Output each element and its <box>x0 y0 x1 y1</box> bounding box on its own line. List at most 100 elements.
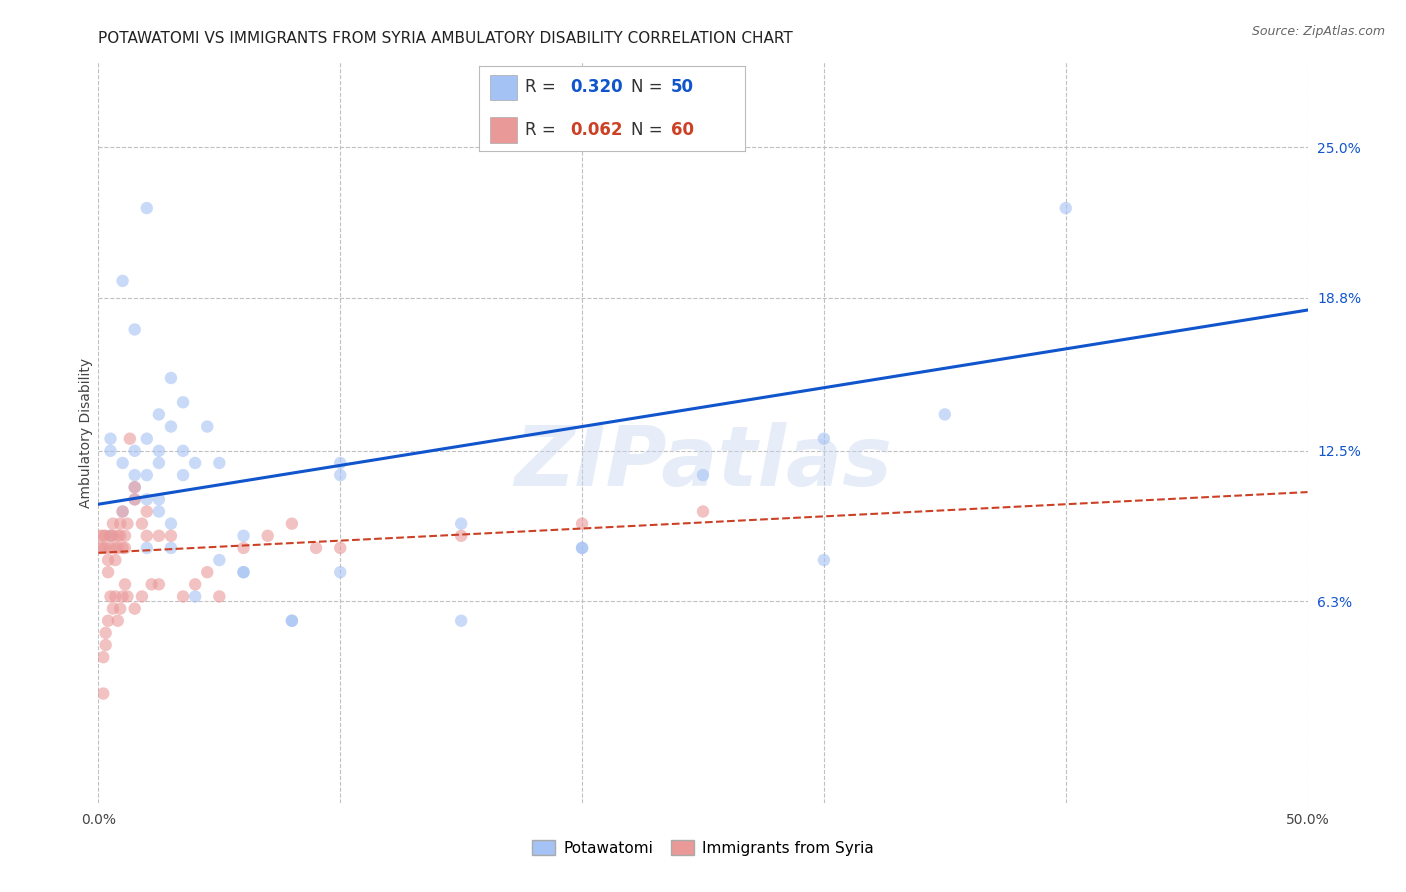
Point <box>135 529 157 543</box>
Point <box>571 516 593 531</box>
Point <box>141 577 163 591</box>
Point <box>184 590 207 604</box>
Y-axis label: Ambulatory Disability: Ambulatory Disability <box>79 358 93 508</box>
Point <box>160 371 183 385</box>
Point <box>329 565 352 579</box>
Point <box>148 456 170 470</box>
Point <box>172 395 194 409</box>
Point <box>148 504 170 518</box>
Point <box>135 468 157 483</box>
Point <box>148 443 170 458</box>
Point <box>97 553 120 567</box>
Point <box>111 541 134 555</box>
Legend: Potawatomi, Immigrants from Syria: Potawatomi, Immigrants from Syria <box>526 834 880 862</box>
Point <box>934 408 956 422</box>
Point <box>281 614 304 628</box>
Point <box>281 516 304 531</box>
Point <box>184 577 207 591</box>
Point <box>97 614 120 628</box>
Point <box>208 590 231 604</box>
Point <box>160 529 183 543</box>
Point <box>94 529 117 543</box>
Point <box>160 419 183 434</box>
Point <box>100 443 122 458</box>
Point <box>94 638 117 652</box>
Point <box>107 529 129 543</box>
Point <box>232 565 254 579</box>
Point <box>135 201 157 215</box>
Point <box>101 601 124 615</box>
Point <box>135 541 157 555</box>
Point <box>108 516 131 531</box>
Point <box>148 529 170 543</box>
Point <box>305 541 328 555</box>
Point <box>94 626 117 640</box>
Point <box>90 541 112 555</box>
Point <box>160 541 183 555</box>
Point <box>571 541 593 555</box>
Point <box>131 590 153 604</box>
Point <box>91 650 114 665</box>
Point <box>571 541 593 555</box>
Point <box>114 541 136 555</box>
Point <box>124 601 146 615</box>
Point <box>450 529 472 543</box>
Point <box>111 504 134 518</box>
Point <box>91 529 114 543</box>
Point <box>135 432 157 446</box>
Point <box>813 553 835 567</box>
Point <box>107 614 129 628</box>
Point <box>329 456 352 470</box>
Point <box>256 529 278 543</box>
Point <box>124 443 146 458</box>
Point <box>172 590 194 604</box>
Point <box>104 590 127 604</box>
Point <box>114 529 136 543</box>
Text: POTAWATOMI VS IMMIGRANTS FROM SYRIA AMBULATORY DISABILITY CORRELATION CHART: POTAWATOMI VS IMMIGRANTS FROM SYRIA AMBU… <box>98 31 793 46</box>
Point <box>97 565 120 579</box>
Point <box>172 468 194 483</box>
Point <box>117 590 139 604</box>
Point <box>148 408 170 422</box>
Point <box>450 516 472 531</box>
Point <box>104 541 127 555</box>
Point <box>148 577 170 591</box>
Point <box>100 529 122 543</box>
Text: ZIPatlas: ZIPatlas <box>515 422 891 503</box>
Point <box>232 541 254 555</box>
Point <box>208 553 231 567</box>
Point <box>107 541 129 555</box>
Point <box>100 432 122 446</box>
Point <box>692 468 714 483</box>
Point <box>91 687 114 701</box>
Point <box>124 480 146 494</box>
Point <box>232 529 254 543</box>
Point <box>329 541 352 555</box>
Point <box>184 456 207 470</box>
Point <box>195 565 218 579</box>
Point <box>208 456 231 470</box>
Point <box>111 504 134 518</box>
Point <box>90 529 112 543</box>
Point <box>124 492 146 507</box>
Point <box>117 516 139 531</box>
Point <box>1054 201 1077 215</box>
Point <box>100 529 122 543</box>
Point <box>124 322 146 336</box>
Point <box>135 504 157 518</box>
Point <box>813 432 835 446</box>
Point <box>692 504 714 518</box>
Point <box>118 432 141 446</box>
Point <box>108 529 131 543</box>
Point <box>104 553 127 567</box>
Text: Source: ZipAtlas.com: Source: ZipAtlas.com <box>1251 25 1385 38</box>
Point <box>148 492 170 507</box>
Point <box>160 516 183 531</box>
Point <box>100 541 122 555</box>
Point <box>195 419 218 434</box>
Point <box>281 614 304 628</box>
Point <box>111 590 134 604</box>
Point <box>232 565 254 579</box>
Point <box>114 577 136 591</box>
Point <box>124 468 146 483</box>
